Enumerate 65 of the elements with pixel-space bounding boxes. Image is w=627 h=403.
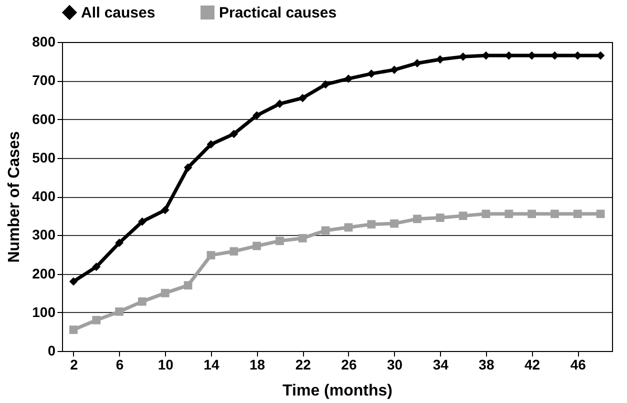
point — [504, 210, 514, 218]
point — [115, 307, 124, 316]
point — [69, 326, 78, 334]
y-tick-label: 100 — [32, 304, 56, 320]
point — [92, 262, 101, 271]
point — [298, 234, 307, 242]
point — [115, 238, 124, 248]
point — [206, 140, 216, 149]
point — [252, 111, 261, 120]
point — [184, 281, 192, 290]
x-tick-label: 30 — [387, 356, 403, 372]
point — [276, 236, 284, 246]
x-axis-title: Time (months) — [282, 382, 392, 400]
y-tick-label: 700 — [32, 72, 56, 88]
point — [206, 251, 216, 260]
point — [252, 242, 261, 250]
point — [573, 210, 582, 218]
point — [390, 66, 398, 74]
point — [321, 226, 330, 235]
point — [458, 212, 468, 220]
x-tick-label: 18 — [250, 356, 266, 372]
x-tick-label: 34 — [432, 356, 449, 372]
point — [138, 297, 146, 306]
point — [482, 210, 490, 218]
point — [69, 277, 78, 286]
y-axis-title: Number of Cases — [6, 131, 24, 263]
point — [160, 288, 170, 298]
y-tick-label: 300 — [32, 226, 56, 243]
x-tick-label: 26 — [341, 356, 357, 372]
point — [92, 316, 101, 324]
x-tick-label: 46 — [570, 356, 586, 372]
point — [160, 206, 170, 214]
point — [413, 214, 422, 224]
y-tick-label: 200 — [32, 265, 56, 282]
point — [596, 210, 605, 218]
point — [230, 247, 238, 256]
x-tick-label: 6 — [116, 356, 124, 372]
point — [184, 163, 192, 172]
point — [550, 210, 559, 218]
point — [321, 80, 330, 89]
y-tick-label: 800 — [32, 34, 56, 50]
point — [367, 69, 376, 78]
point — [390, 219, 398, 228]
x-tick-label: 2 — [70, 356, 78, 372]
y-tick-label: 0 — [48, 342, 56, 358]
point — [298, 94, 307, 102]
point — [436, 214, 444, 222]
point — [138, 217, 146, 226]
x-tick-label: 38 — [478, 356, 494, 372]
x-tick-label: 22 — [295, 356, 312, 372]
point — [528, 210, 536, 218]
y-tick-label: 600 — [32, 110, 56, 127]
point — [276, 100, 284, 108]
y-tick-label: 400 — [32, 188, 56, 204]
point — [413, 59, 422, 68]
legend-label: All causes — [81, 4, 156, 22]
legend-label: Practical causes — [219, 4, 337, 22]
x-tick-label: 10 — [158, 356, 174, 372]
x-tick-label: 14 — [204, 356, 220, 372]
point — [344, 223, 353, 232]
point — [230, 130, 238, 138]
x-tick-label: 42 — [524, 356, 540, 372]
point — [367, 220, 376, 228]
point — [344, 74, 353, 83]
y-tick-label: 500 — [32, 149, 56, 166]
